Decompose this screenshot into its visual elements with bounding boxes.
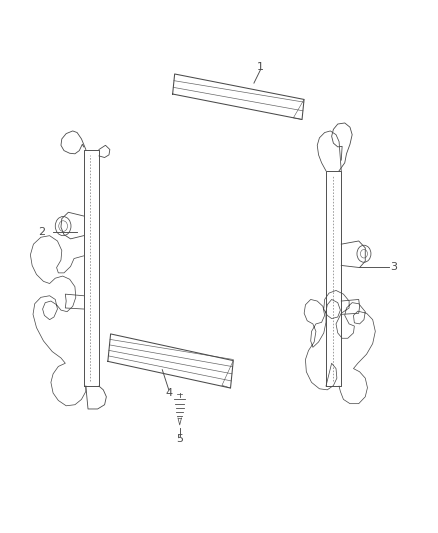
Text: 5: 5 xyxy=(176,434,183,445)
Text: 2: 2 xyxy=(39,227,46,237)
Text: 4: 4 xyxy=(165,388,172,398)
Text: 3: 3 xyxy=(390,262,397,271)
Text: 1: 1 xyxy=(257,62,264,72)
